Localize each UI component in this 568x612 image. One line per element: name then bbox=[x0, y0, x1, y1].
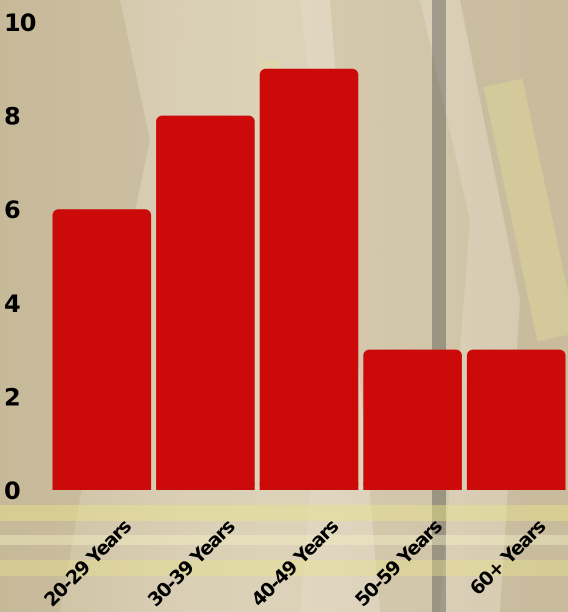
bar bbox=[259, 68, 359, 491]
y-axis: 0 2 4 6 8 10 bbox=[4, 9, 37, 505]
bar bbox=[52, 209, 152, 490]
y-tick-label: 6 bbox=[4, 196, 20, 224]
bar-base bbox=[259, 482, 359, 490]
y-tick-label: 4 bbox=[4, 290, 20, 318]
bar-base bbox=[466, 482, 566, 490]
bar-base bbox=[156, 482, 255, 490]
bar bbox=[466, 349, 566, 490]
y-tick-label: 0 bbox=[4, 477, 20, 505]
x-tick-label: 50-59 Years bbox=[351, 515, 447, 611]
x-tick-label: 20-29 Years bbox=[40, 515, 136, 611]
x-tick-label: 40-49 Years bbox=[247, 515, 343, 611]
bar bbox=[156, 115, 255, 490]
bar-base bbox=[363, 482, 462, 490]
x-tick-label: 30-39 Years bbox=[144, 515, 240, 611]
x-axis: 20-29 Years 30-39 Years 40-49 Years 50-59 Y… bbox=[40, 515, 550, 611]
y-tick-label: 8 bbox=[4, 103, 20, 131]
y-tick-label: 2 bbox=[4, 383, 20, 411]
bar-base bbox=[52, 482, 152, 490]
x-tick-label: 60+ Years bbox=[466, 515, 550, 599]
bar bbox=[363, 349, 462, 490]
y-tick-label: 10 bbox=[4, 9, 36, 37]
bar-series bbox=[52, 68, 566, 491]
